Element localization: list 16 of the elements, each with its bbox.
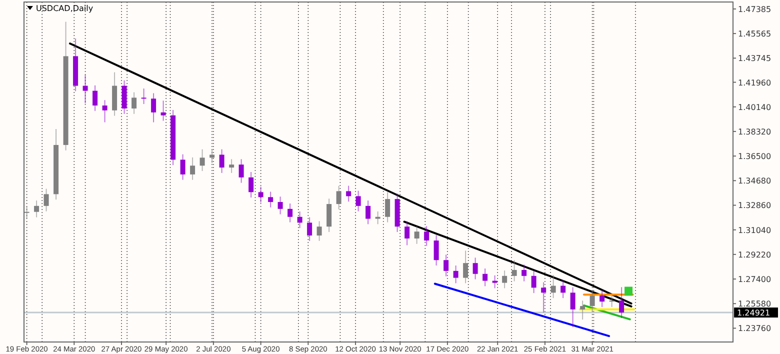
- y-tick-label: 1.27400: [738, 275, 772, 284]
- chart-title: USDCAD,Daily: [36, 4, 94, 13]
- y-tick-label: 1.40140: [738, 102, 772, 112]
- y-tick-label: 1.29220: [738, 250, 772, 260]
- y-tick-label: 1.25580: [738, 300, 772, 309]
- y-tick-label: 1.34680: [738, 176, 772, 186]
- y-tick-label: 1.41960: [738, 78, 772, 88]
- y-tick-label: 1.23760: [738, 324, 772, 334]
- y-tick-label: 1.47385: [738, 4, 772, 14]
- y-tick-label: 1.31040: [738, 226, 772, 235]
- y-tick-label: 1.43745: [738, 54, 772, 64]
- y-tick-label: 1.32860: [738, 201, 772, 210]
- y-tick-label: 1.36500: [738, 152, 772, 162]
- ref-line-label: 1.24921: [737, 308, 770, 318]
- y-tick-label: 1.38320: [738, 127, 772, 136]
- y-tick-label: 1.45565: [738, 30, 772, 39]
